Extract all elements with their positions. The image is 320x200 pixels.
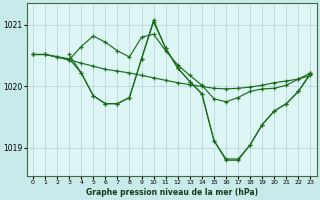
X-axis label: Graphe pression niveau de la mer (hPa): Graphe pression niveau de la mer (hPa) <box>86 188 258 197</box>
